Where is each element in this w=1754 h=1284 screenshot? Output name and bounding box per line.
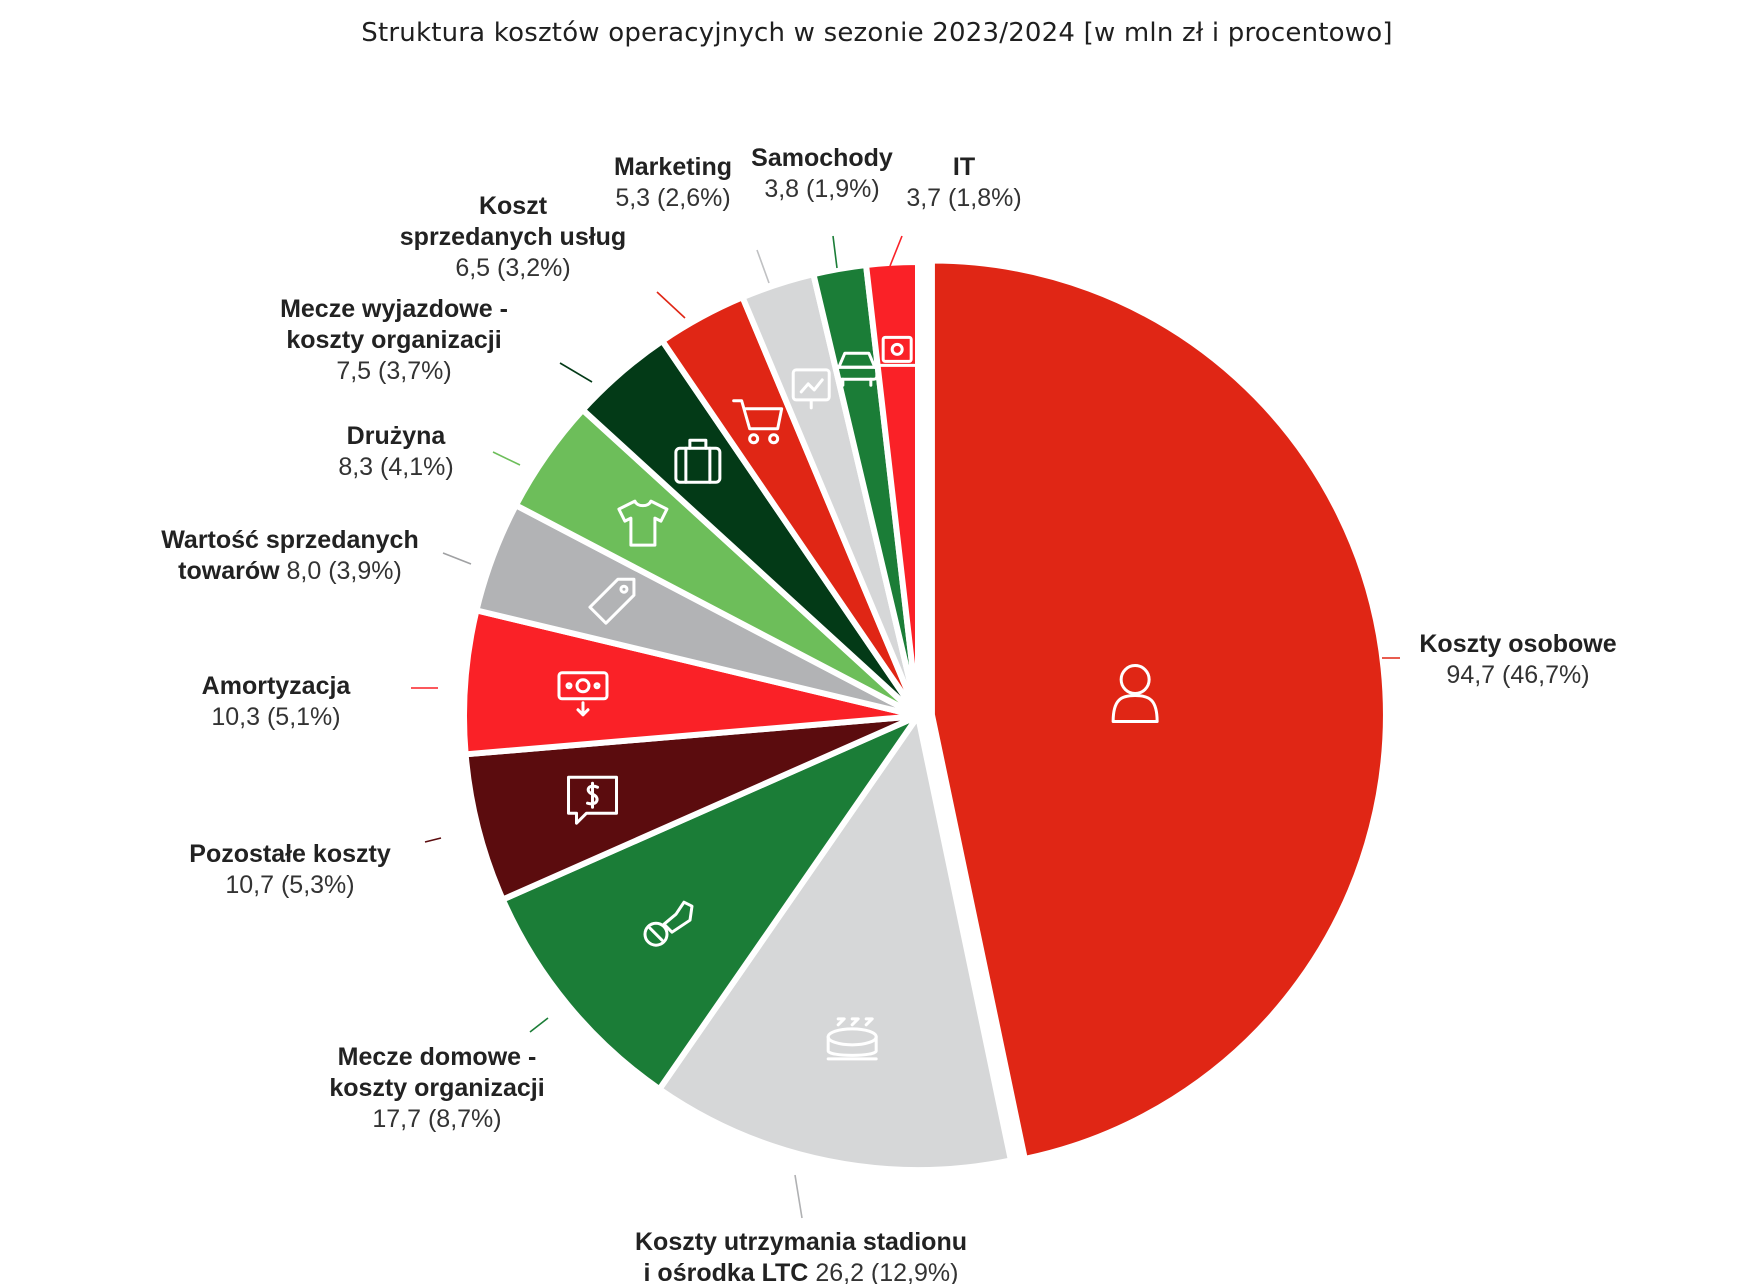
slice-name: koszty organizacji bbox=[329, 1074, 544, 1102]
slice-value: 10,3 (5,1%) bbox=[211, 703, 340, 731]
chart-title: Struktura kosztów operacyjnych w sezonie… bbox=[361, 18, 1393, 48]
slice-value: 8,3 (4,1%) bbox=[338, 453, 453, 481]
slice-value: 26,2 (12,9%) bbox=[808, 1259, 958, 1284]
money-down-icon bbox=[557, 671, 609, 717]
slice-value: 6,5 (3,2%) bbox=[455, 254, 570, 282]
presentation-chart-icon bbox=[791, 368, 831, 410]
dollar-chat-icon bbox=[567, 775, 619, 825]
shopping-cart-icon bbox=[732, 399, 784, 445]
price-tag-icon bbox=[588, 577, 636, 625]
laptop-settings-icon bbox=[875, 335, 919, 367]
slice-name: i ośrodka LTC bbox=[644, 1259, 809, 1284]
leader-line bbox=[832, 235, 838, 269]
slice-labels: Koszty osobowe 94,7 (46,7%) Koszty utrzyma… bbox=[161, 144, 1616, 1284]
slice-name: Samochody bbox=[751, 144, 893, 172]
slice-icons bbox=[557, 335, 1159, 1061]
slice-label: Koszty osobowe 94,7 (46,7%) bbox=[1419, 630, 1616, 689]
person-icon bbox=[1111, 664, 1159, 724]
slice-name: Mecze wyjazdowe - bbox=[280, 295, 508, 323]
slice-label: Amortyzacja 10,3 (5,1%) bbox=[202, 672, 352, 731]
slice-koszty-utrzymania-stadionu-i-ośrodka-ltc bbox=[656, 713, 1014, 1173]
slice-label: Pozostałe koszty 10,7 (5,3%) bbox=[189, 840, 391, 899]
slice-label: Marketing 5,3 (2,6%) bbox=[614, 153, 732, 212]
leader-line bbox=[424, 837, 442, 843]
leader-line bbox=[559, 362, 593, 383]
slices bbox=[461, 257, 1389, 1173]
leader-line bbox=[442, 552, 472, 565]
slice-value: 10,7 (5,3%) bbox=[225, 871, 354, 899]
slice-name: Drużyna bbox=[347, 422, 447, 450]
slice-value: 8,0 (3,9%) bbox=[280, 557, 402, 585]
slice-koszty-osobowe bbox=[928, 257, 1389, 1162]
slice-name: Koszty osobowe bbox=[1419, 630, 1616, 658]
slice-value: 17,7 (8,7%) bbox=[372, 1105, 501, 1133]
slice-label: Koszty utrzymania stadionu i ośrodka LTC … bbox=[635, 1228, 967, 1284]
football-boot-icon bbox=[643, 900, 694, 947]
slice-mecze-domowe-koszty-organizacji bbox=[499, 713, 921, 1093]
slice-label: Wartość sprzedanych towarów 8,0 (3,9%) bbox=[161, 526, 418, 585]
slice-name: Mecze domowe - bbox=[338, 1043, 537, 1071]
leader-line bbox=[756, 249, 770, 284]
slice-name: towarów bbox=[178, 557, 280, 585]
slice-name: Koszt bbox=[479, 192, 548, 220]
slice-label: Mecze wyjazdowe - koszty organizacji 7,5 (… bbox=[280, 295, 508, 385]
leader-line bbox=[794, 1174, 803, 1219]
slice-label: Samochody 3,8 (1,9%) bbox=[751, 144, 893, 203]
leader-line bbox=[529, 1017, 549, 1033]
slice-value: 7,5 (3,7%) bbox=[336, 357, 451, 385]
slice-name: IT bbox=[953, 153, 975, 181]
car-icon bbox=[835, 351, 879, 387]
jersey-icon bbox=[617, 499, 669, 547]
slice-value: 3,7 (1,8%) bbox=[906, 184, 1021, 212]
suitcase-icon bbox=[674, 438, 722, 484]
stadium-icon bbox=[826, 1017, 878, 1061]
slice-name: koszty organizacji bbox=[286, 326, 501, 354]
slice-label: IT 3,7 (1,8%) bbox=[906, 153, 1021, 212]
slice-value: 3,8 (1,9%) bbox=[764, 175, 879, 203]
slice-label: Koszt sprzedanych usług 6,5 (3,2%) bbox=[400, 192, 626, 282]
slice-name: sprzedanych usług bbox=[400, 223, 626, 251]
slice-name: Wartość sprzedanych bbox=[161, 526, 418, 554]
leader-line bbox=[656, 291, 686, 319]
slice-value: 5,3 (2,6%) bbox=[615, 184, 730, 212]
slice-name: Amortyzacja bbox=[202, 672, 352, 700]
slice-label: Drużyna 8,3 (4,1%) bbox=[338, 422, 453, 481]
leader-line bbox=[492, 451, 521, 466]
leader-lines bbox=[411, 235, 1400, 1219]
leader-line bbox=[889, 235, 903, 267]
slice-name: Marketing bbox=[614, 153, 732, 181]
slice-name: Koszty utrzymania stadionu bbox=[635, 1228, 967, 1256]
slice-label: Mecze domowe - koszty organizacji 17,7 (8,… bbox=[329, 1043, 544, 1133]
slice-name: Pozostałe koszty bbox=[189, 840, 391, 868]
slice-value: 94,7 (46,7%) bbox=[1446, 661, 1589, 689]
